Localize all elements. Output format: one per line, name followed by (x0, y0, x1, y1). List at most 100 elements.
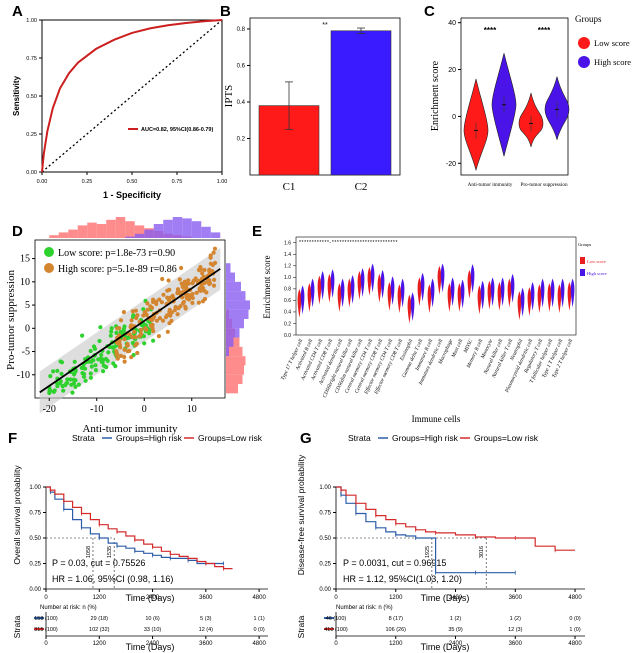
immune-violin-low (487, 280, 492, 310)
km-y-tick-label: 0.00 (29, 587, 41, 593)
scatter-point-high (166, 278, 171, 283)
risk-cell: 33 (10) (144, 627, 162, 633)
scatter-point-high (121, 310, 126, 315)
immune-cells-violin-chart: Enrichment score Immune cells **********… (262, 236, 607, 424)
right-histogram-bar-high (226, 300, 250, 310)
scatter-point-low (48, 388, 53, 393)
immune-violin-high (440, 263, 445, 293)
scatter-point-high (204, 290, 209, 295)
scatter-point-low (108, 333, 113, 338)
immune-violin-high (340, 278, 345, 308)
scatter-point-low (142, 341, 147, 346)
scatter-point-high (117, 342, 122, 347)
scatter-legend-high: High score: p=5.1e-89 r=0.86 (58, 264, 177, 275)
right-histogram-bar-low (226, 346, 243, 357)
roc-x-tick-label: 0.25 (82, 179, 93, 185)
roc-diagonal (41, 19, 223, 173)
scatter-point-high (149, 305, 155, 310)
immune-y-tick-label: 1.6 (284, 241, 291, 247)
right-histogram-bar-high (226, 337, 234, 347)
scatter-point-low (79, 365, 84, 370)
violin-frame (460, 17, 569, 176)
scatter-point-high (157, 297, 162, 302)
immune-violin-low (367, 266, 372, 296)
risk-cell: 12 (3) (508, 627, 523, 633)
risk-cell: 1 (0) (569, 627, 580, 633)
scatter-point-high (212, 246, 218, 251)
scatter-point-low (61, 388, 66, 393)
os-strata-label: Strata (72, 433, 95, 443)
immune-violin-low (567, 281, 572, 311)
top-histogram-bar-low (58, 232, 69, 238)
risk-x-tick-label: 0 (44, 641, 48, 647)
scatter-point-high (135, 350, 140, 356)
scatter-point-high (175, 312, 180, 317)
bar-y-label: IPTS (223, 85, 235, 108)
panel-label-d: D (12, 223, 23, 240)
immune-violin-high (510, 273, 515, 303)
scatter-point-low (114, 330, 119, 335)
scatter-y-tick-label: 5 (25, 300, 30, 311)
km-y-tick-label: 1.00 (319, 485, 331, 491)
scatter-x-tick-label: -20 (43, 404, 56, 415)
scatter-point-low (88, 371, 93, 376)
km-y-tick-label: 0.00 (319, 587, 331, 593)
scatter-y-tick-label: -5 (22, 347, 30, 358)
immune-violin-low (437, 265, 442, 295)
immune-violin-high (430, 278, 435, 308)
risk-cell: 0 (0) (253, 627, 264, 633)
dfs-km-chart: Strata Groups=High risk Groups=Low risk … (296, 433, 585, 652)
immune-violin-low (467, 269, 472, 299)
scatter-point-high (175, 287, 181, 292)
scatter-point-low (55, 368, 60, 373)
right-histogram-bar-high (226, 291, 246, 301)
scatter-point-low (88, 375, 93, 380)
violin-y-tick-label: 40 (448, 20, 456, 27)
immune-violin-high (570, 278, 575, 308)
scatter-point-high (177, 290, 182, 295)
top-histogram-bar-high (191, 221, 202, 238)
bar-c1 (258, 105, 320, 176)
scatter-y-tick-label: 0 (25, 323, 30, 334)
scatter-point-high (145, 301, 150, 306)
right-histogram-bar-high (226, 281, 241, 292)
scatter-point-high (150, 316, 155, 321)
ipts-bar-chart: IPTS ** 0.2 0.4 0.6 0.8 C1 C2 (223, 17, 401, 193)
km-y-tick-label: 0.50 (29, 536, 41, 542)
violin-y-tick-label: -20 (446, 161, 456, 168)
violin-significance: **** (484, 26, 497, 35)
scatter-point-low (104, 365, 109, 370)
scatter-point-high (211, 283, 217, 288)
top-histogram-bar-low (106, 219, 116, 238)
scatter-point-high (186, 278, 191, 283)
scatter-point-high (165, 329, 170, 334)
scatter-point-low (88, 348, 93, 354)
scatter-point-high (127, 348, 132, 353)
immune-legend-title: Groups (578, 242, 591, 247)
scatter-point-high (199, 283, 204, 288)
immune-violin-high (300, 285, 305, 315)
scatter-point-low (105, 358, 110, 363)
immune-legend-low-swatch (580, 257, 585, 264)
scatter-point-high (190, 281, 195, 286)
scatter-point-low (93, 363, 98, 368)
risk-x-tick-label: 4800 (252, 641, 266, 647)
scatter-point-high (114, 349, 119, 354)
top-histogram-bar-low (125, 221, 135, 238)
scatter-point-high (130, 309, 135, 314)
dfs-risk-strata: Strata (296, 615, 306, 638)
immune-violin-low (317, 275, 322, 305)
scatter-point-high (190, 300, 195, 305)
immune-legend-low: Low score (587, 259, 606, 264)
scatter-point-high (122, 359, 127, 364)
scatter-point-high (142, 310, 147, 315)
violin-y-tick-label: 0 (452, 114, 456, 121)
roc-chart: 1 - Specificity Sensitivity AUC=0.82, 95… (12, 18, 227, 200)
km-curve-low-risk (336, 486, 575, 551)
bar-c2 (330, 30, 392, 176)
violin-legend-high-swatch (578, 56, 590, 68)
km-x-tick-label: 1200 (389, 595, 403, 601)
immune-y-tick-label: 0.4 (284, 310, 291, 316)
scatter-point-high (190, 295, 195, 301)
scatter-point-high (209, 269, 214, 274)
